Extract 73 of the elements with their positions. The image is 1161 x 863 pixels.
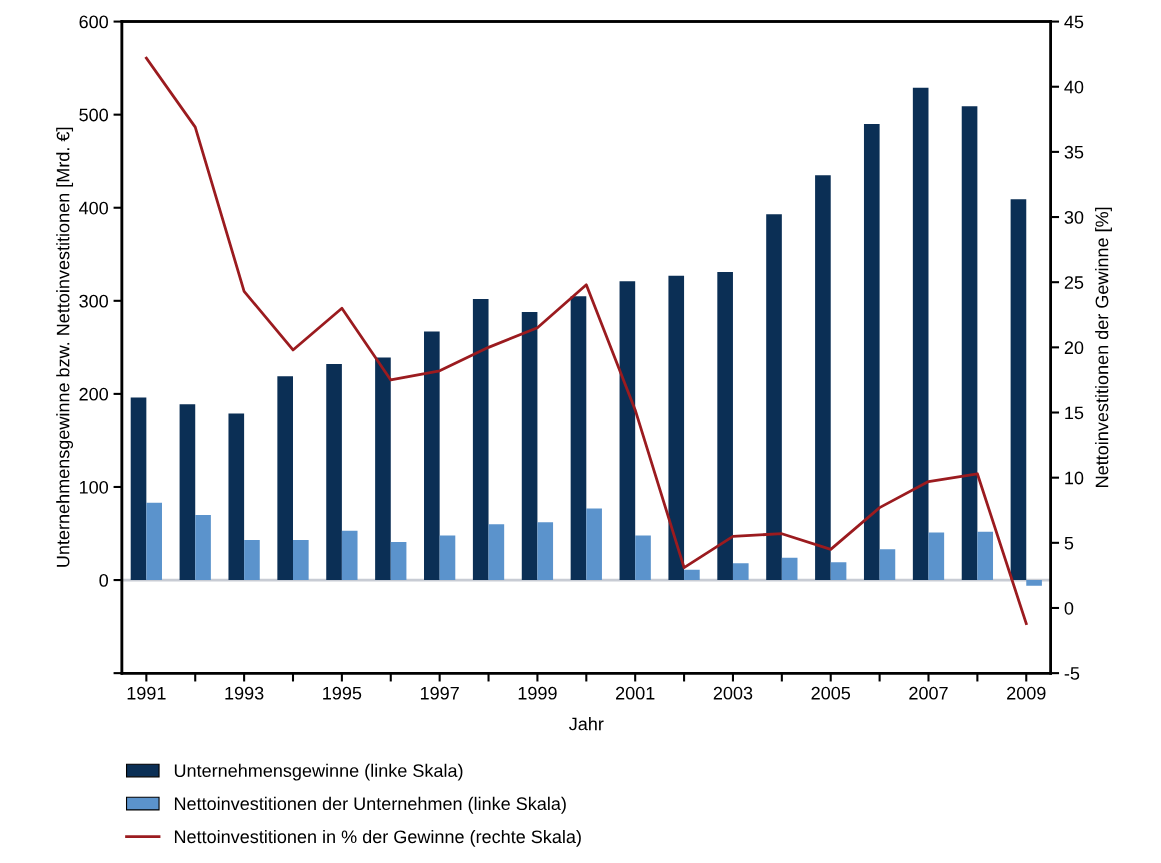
bar bbox=[619, 281, 636, 581]
bar bbox=[488, 524, 505, 581]
y-tick-label: 500 bbox=[79, 108, 109, 122]
y-tick-label: 300 bbox=[79, 294, 109, 308]
y-tick-label: 600 bbox=[79, 15, 109, 29]
bar bbox=[766, 214, 782, 581]
x-tick-label: 2003 bbox=[713, 686, 753, 700]
y-tick-label: 0 bbox=[99, 573, 109, 587]
bar bbox=[961, 106, 978, 581]
bar bbox=[424, 331, 440, 581]
y2-tick-label: 15 bbox=[1065, 406, 1084, 420]
y2-tick-label: 20 bbox=[1064, 341, 1084, 355]
bar bbox=[390, 541, 407, 581]
y2-tick-label: 40 bbox=[1064, 80, 1084, 94]
bar bbox=[668, 275, 685, 581]
bar bbox=[521, 311, 538, 581]
bar bbox=[439, 535, 456, 581]
bar bbox=[977, 531, 994, 581]
y-tick-label: 100 bbox=[79, 480, 109, 494]
y-tick-label: 200 bbox=[79, 387, 109, 401]
bar bbox=[863, 123, 880, 581]
bar bbox=[586, 508, 602, 581]
y2-tick-label: 5 bbox=[1064, 536, 1074, 550]
x-axis-title: Jahr bbox=[569, 717, 604, 731]
bar bbox=[684, 569, 700, 581]
bar bbox=[781, 557, 798, 581]
bar bbox=[928, 532, 945, 581]
bar bbox=[326, 364, 342, 581]
bar bbox=[879, 549, 896, 581]
legend-label: Unternehmensgewinne (linke Skala) bbox=[174, 763, 463, 781]
bar bbox=[375, 357, 391, 581]
x-tick-label: 1995 bbox=[323, 686, 362, 700]
bar bbox=[830, 562, 847, 581]
x-tick-label: 2009 bbox=[1007, 686, 1046, 700]
bar bbox=[179, 404, 196, 581]
bar bbox=[635, 535, 651, 581]
y-tick-label: 400 bbox=[79, 201, 109, 215]
y-axis-title: Unternehmensgewinne bzw. Nettoinvestitionen [Mrd. €] bbox=[56, 127, 74, 567]
x-tick-label: 1993 bbox=[225, 686, 264, 700]
y2-axis-title: Nettoinvestitionen der Gewinne [%] bbox=[1095, 207, 1112, 487]
y2-tick-label: 25 bbox=[1064, 276, 1084, 289]
bar bbox=[717, 271, 733, 581]
y2-tick-label: 45 bbox=[1064, 15, 1084, 29]
x-tick-label: 1999 bbox=[518, 686, 557, 700]
bar bbox=[277, 376, 293, 581]
legend-label: Nettoinvestitionen in % der Gewinne (rechte Skala) bbox=[174, 829, 581, 847]
bar bbox=[732, 563, 749, 581]
bar bbox=[293, 540, 309, 581]
bar bbox=[570, 296, 587, 581]
x-tick-label: 1997 bbox=[420, 686, 459, 700]
y2-tick-label: 10 bbox=[1065, 471, 1084, 485]
bar bbox=[815, 175, 831, 581]
x-tick-label: 1991 bbox=[127, 686, 166, 700]
y2-tick-label: -5 bbox=[1064, 667, 1080, 680]
bar bbox=[146, 502, 162, 581]
bar bbox=[195, 514, 211, 581]
y2-tick-label: 30 bbox=[1064, 210, 1084, 224]
line-series bbox=[144, 56, 1028, 626]
bar bbox=[1010, 199, 1027, 581]
x-tick-label: 2001 bbox=[616, 686, 655, 700]
bar bbox=[228, 413, 245, 581]
bar bbox=[537, 522, 554, 581]
bar bbox=[244, 540, 260, 581]
bar bbox=[1026, 580, 1042, 586]
bar bbox=[341, 530, 358, 581]
legend-label: Nettoinvestitionen der Unternehmen (linke Skala) bbox=[174, 796, 566, 814]
y2-tick-label: 35 bbox=[1064, 145, 1084, 159]
y2-tick-label: 0 bbox=[1064, 601, 1074, 615]
bar bbox=[130, 397, 147, 581]
x-tick-label: 2007 bbox=[909, 686, 948, 700]
bar bbox=[472, 298, 489, 581]
x-tick-label: 2005 bbox=[811, 686, 851, 700]
bar bbox=[912, 87, 929, 581]
